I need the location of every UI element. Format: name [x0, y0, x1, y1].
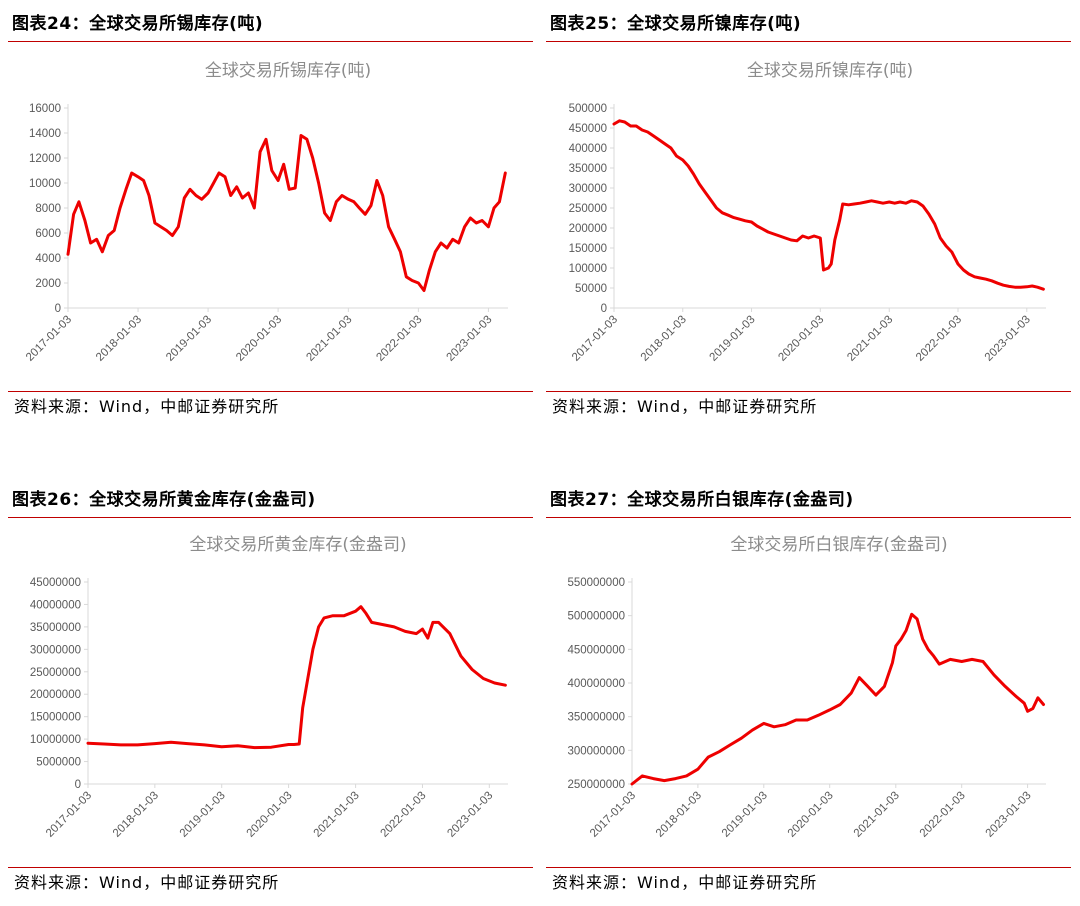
- x-tick-label: 2022-01-03: [378, 790, 428, 840]
- y-tick-label: 4000: [35, 253, 61, 265]
- chart-silver: 全球交易所白银库存(金盎司) 250000000 300000000 35000000…: [546, 522, 1071, 864]
- y-tick-label: 0: [75, 779, 81, 791]
- x-tick-label: 2022-01-03: [374, 314, 424, 364]
- panel-heading: 图表27：全球交易所白银库存(金盎司): [546, 482, 1071, 518]
- y-tick-label: 450000000: [567, 644, 625, 656]
- x-tick-label: 2021-01-03: [312, 790, 362, 840]
- y-tick-label: 6000: [35, 228, 61, 240]
- panel-heading: 图表25：全球交易所镍库存(吨): [546, 6, 1071, 42]
- x-tick-label: 2019-01-03: [720, 790, 770, 840]
- series-line: [612, 119, 1045, 291]
- x-tick-label: 2020-01-03: [245, 790, 295, 840]
- x-tick-label: 2023-01-03: [445, 790, 495, 840]
- chart-tin: 全球交易所锡库存(吨) 0 2000 4000 6000 8000 10000 12000 14…: [8, 46, 533, 388]
- y-tick-label: 400000000: [567, 678, 625, 690]
- x-tick-label: 2021-01-03: [845, 314, 895, 364]
- x-tick-label: 2020-01-03: [786, 790, 836, 840]
- x-tick-label: 2017-01-03: [570, 314, 620, 364]
- y-tick-label: 15000000: [30, 712, 81, 724]
- series-line: [630, 612, 1045, 786]
- x-tick-label: 2017-01-03: [588, 790, 638, 840]
- y-tick-label: 0: [601, 303, 607, 315]
- y-tick-label: 500000000: [567, 611, 625, 623]
- y-tick-label: 14000: [29, 128, 61, 140]
- x-tick-label: 2018-01-03: [639, 314, 689, 364]
- x-tick-label: 2022-01-03: [914, 314, 964, 364]
- y-tick-label: 30000000: [30, 644, 81, 656]
- chart-title: 全球交易所锡库存(吨): [205, 61, 371, 81]
- x-tick-label: 2017-01-03: [44, 790, 94, 840]
- y-tick-label: 300000: [569, 183, 607, 195]
- x-tick-label: 2019-01-03: [178, 790, 228, 840]
- chart-nickel: 全球交易所镍库存(吨) 0 50000 100000 150000 200000 25000…: [546, 46, 1071, 388]
- y-tick-label: 250000000: [567, 779, 625, 791]
- x-tick-label: 2023-01-03: [983, 314, 1033, 364]
- y-tick-label: 16000: [29, 103, 61, 115]
- y-tick-label: 45000000: [30, 577, 81, 589]
- chart-gold: 全球交易所黄金库存(金盎司) 0 5000000 10000000 15000000 20…: [8, 522, 533, 864]
- y-tick-label: 550000000: [567, 577, 625, 589]
- chart-tin-svg: 全球交易所锡库存(吨) 0 2000 4000 6000 8000 10000 12000 14…: [24, 61, 508, 364]
- y-tick-label: 200000: [569, 223, 607, 235]
- source-note: 资料来源：Wind，中邮证券研究所: [546, 391, 1071, 421]
- x-tick-label: 2022-01-03: [918, 790, 968, 840]
- y-tick-label: 100000: [569, 263, 607, 275]
- chart-silver-svg: 全球交易所白银库存(金盎司) 250000000 300000000 35000000…: [567, 535, 1046, 840]
- chart-gold-svg: 全球交易所黄金库存(金盎司) 0 5000000 10000000 15000000 20…: [30, 535, 508, 840]
- x-tick-label: 2020-01-03: [234, 314, 284, 364]
- y-tick-label: 50000: [575, 283, 607, 295]
- y-tick-label: 12000: [29, 153, 61, 165]
- y-tick-label: 10000: [29, 178, 61, 190]
- series-line: [66, 134, 507, 292]
- y-tick-label: 35000000: [30, 622, 81, 634]
- x-tick-label: 2018-01-03: [111, 790, 161, 840]
- source-note: 资料来源：Wind，中邮证券研究所: [546, 867, 1071, 897]
- y-tick-label: 40000000: [30, 599, 81, 611]
- y-tick-label: 5000000: [36, 757, 81, 769]
- y-tick-label: 20000000: [30, 689, 81, 701]
- y-tick-label: 8000: [35, 203, 61, 215]
- y-tick-label: 0: [55, 303, 61, 315]
- x-tick-label: 2021-01-03: [304, 314, 354, 364]
- x-tick-label: 2023-01-03: [444, 314, 494, 364]
- panel-heading: 图表24：全球交易所锡库存(吨): [8, 6, 533, 42]
- panel-heading: 图表26：全球交易所黄金库存(金盎司): [8, 482, 533, 518]
- source-note: 资料来源：Wind，中邮证券研究所: [8, 391, 533, 421]
- x-tick-label: 2023-01-03: [984, 790, 1034, 840]
- y-tick-label: 25000000: [30, 667, 81, 679]
- chart-title: 全球交易所黄金库存(金盎司): [189, 535, 406, 555]
- y-tick-label: 450000: [569, 123, 607, 135]
- x-tick-label: 2020-01-03: [776, 314, 826, 364]
- x-tick-label: 2021-01-03: [852, 790, 902, 840]
- y-tick-label: 10000000: [30, 734, 81, 746]
- y-tick-label: 150000: [569, 243, 607, 255]
- chart-title: 全球交易所白银库存(金盎司): [730, 535, 947, 555]
- y-tick-label: 350000: [569, 163, 607, 175]
- source-note: 资料来源：Wind，中邮证券研究所: [8, 867, 533, 897]
- y-tick-label: 250000: [569, 203, 607, 215]
- y-tick-label: 2000: [35, 278, 61, 290]
- y-tick-label: 300000000: [567, 745, 625, 757]
- x-tick-label: 2018-01-03: [94, 314, 144, 364]
- x-tick-label: 2019-01-03: [708, 314, 758, 364]
- x-tick-label: 2019-01-03: [164, 314, 214, 364]
- y-tick-label: 400000: [569, 143, 607, 155]
- y-tick-label: 500000: [569, 103, 607, 115]
- chart-title: 全球交易所镍库存(吨): [747, 61, 913, 81]
- x-tick-label: 2018-01-03: [654, 790, 704, 840]
- series-line: [86, 605, 507, 750]
- chart-nickel-svg: 全球交易所镍库存(吨) 0 50000 100000 150000 200000 25000…: [569, 61, 1046, 364]
- x-tick-label: 2017-01-03: [24, 314, 74, 364]
- y-tick-label: 350000000: [567, 712, 625, 724]
